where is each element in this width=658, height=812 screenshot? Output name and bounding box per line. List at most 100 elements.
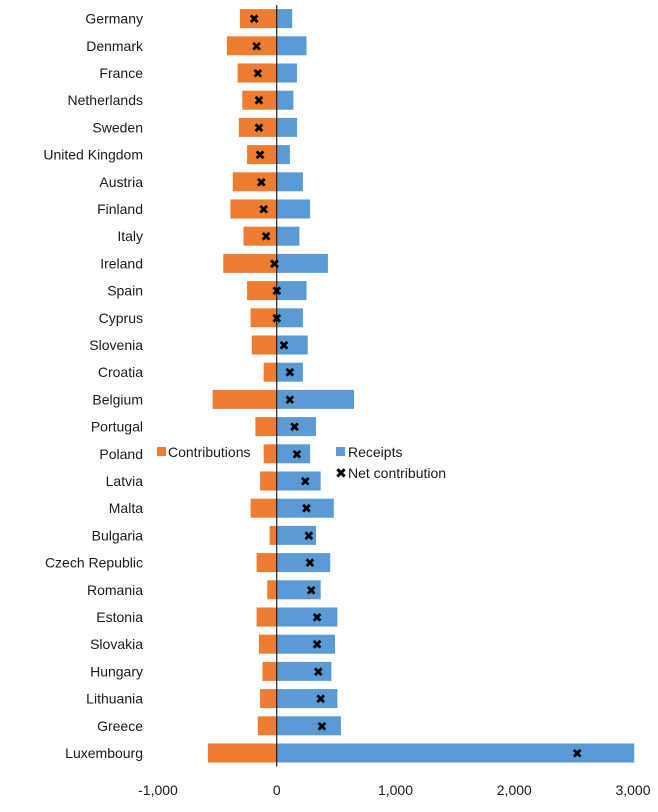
contribution-bar-sweden (238, 117, 277, 137)
category-label-poland: Poland (99, 446, 143, 462)
receipt-bar-finland (276, 199, 311, 219)
contribution-bar-czech-republic (256, 553, 277, 573)
category-label-sweden: Sweden (92, 119, 143, 135)
x-tick-label-4: 3,000 (615, 782, 650, 798)
net-marker-romania: ✖ (306, 584, 317, 599)
contribution-bar-germany (239, 9, 277, 29)
bars-layer (207, 9, 635, 763)
receipt-bar-slovakia (276, 634, 335, 654)
contribution-bar-latvia (260, 471, 277, 491)
contribution-bar-france (237, 63, 277, 83)
legend-label-receipts: Receipts (348, 444, 402, 460)
x-tick-label-1: 0 (273, 782, 281, 798)
net-marker-sweden: ✖ (253, 121, 264, 136)
net-marker-bulgaria: ✖ (303, 529, 314, 544)
receipt-bar-slovenia (276, 335, 308, 355)
contribution-bar-bulgaria (269, 525, 277, 545)
legend-marker-net: ✖ (335, 466, 347, 482)
category-label-france: France (99, 65, 143, 81)
legend: Contributions Receipts ✖ Net contributio… (157, 444, 446, 482)
net-marker-cyprus: ✖ (271, 312, 282, 327)
legend-label-contributions: Contributions (168, 444, 251, 460)
contribution-bar-ireland (223, 253, 277, 273)
receipt-bar-italy (276, 226, 300, 246)
receipt-bar-latvia (276, 471, 321, 491)
contribution-bar-poland (263, 444, 277, 464)
net-marker-united-kingdom: ✖ (255, 149, 266, 164)
contribution-bar-malta (250, 498, 277, 518)
net-marker-poland: ✖ (291, 448, 302, 463)
net-marker-ireland: ✖ (269, 257, 280, 272)
net-marker-italy: ✖ (261, 230, 272, 245)
category-label-luxembourg: Luxembourg (65, 745, 143, 761)
net-marker-spain: ✖ (271, 285, 282, 300)
category-label-finland: Finland (97, 201, 143, 217)
contribution-bar-netherlands (242, 90, 277, 110)
contribution-bar-belgium (212, 389, 277, 409)
legend-label-net: Net contribution (348, 465, 446, 481)
net-marker-finland: ✖ (258, 203, 269, 218)
receipt-bar-germany (276, 9, 293, 29)
category-label-spain: Spain (107, 283, 143, 299)
net-marker-hungary: ✖ (313, 665, 324, 680)
category-label-hungary: Hungary (90, 663, 143, 679)
contribution-bar-luxembourg (207, 743, 277, 763)
category-label-slovakia: Slovakia (90, 636, 143, 652)
legend-swatch-contributions (157, 447, 166, 456)
receipt-bar-cyprus (276, 308, 303, 328)
receipt-bar-sweden (276, 117, 297, 137)
contribution-bar-united-kingdom (247, 145, 277, 165)
x-tick-label-0: -1,000 (138, 782, 178, 798)
receipt-bar-france (276, 63, 297, 83)
receipt-bar-denmark (276, 36, 307, 56)
receipt-bar-romania (276, 580, 321, 600)
receipt-bar-austria (276, 172, 303, 192)
net-marker-czech-republic: ✖ (305, 557, 316, 572)
category-label-denmark: Denmark (86, 38, 144, 54)
contribution-bar-italy (243, 226, 277, 246)
category-label-netherlands: Netherlands (68, 92, 144, 108)
net-marker-latvia: ✖ (300, 475, 311, 490)
category-label-ireland: Ireland (100, 255, 143, 271)
receipt-bar-luxembourg (276, 743, 635, 763)
category-label-austria: Austria (99, 174, 143, 190)
x-tick-labels: -1,000 0 1,000 2,000 3,000 (138, 782, 651, 798)
net-marker-slovenia: ✖ (278, 339, 289, 354)
net-marker-netherlands: ✖ (253, 94, 264, 109)
receipt-bar-ireland (276, 253, 328, 273)
category-label-bulgaria: Bulgaria (92, 527, 144, 543)
category-label-czech-republic: Czech Republic (45, 555, 143, 571)
net-marker-austria: ✖ (256, 176, 267, 191)
net-marker-portugal: ✖ (289, 421, 300, 436)
contribution-bar-slovenia (251, 335, 277, 355)
contribution-bar-croatia (263, 362, 277, 382)
category-labels: Germany Denmark France Netherlands Sweden Uni… (43, 11, 144, 761)
receipt-bar-estonia (276, 607, 338, 627)
receipt-bar-greece (276, 716, 341, 736)
contribution-bar-estonia (256, 607, 277, 627)
category-label-greece: Greece (97, 718, 143, 734)
receipt-bar-czech-republic (276, 553, 331, 573)
receipt-bar-spain (276, 281, 307, 301)
net-marker-luxembourg: ✖ (572, 747, 583, 762)
category-label-croatia: Croatia (98, 364, 143, 380)
contribution-bar-hungary (262, 661, 277, 681)
receipt-bar-bulgaria (276, 525, 316, 545)
contribution-bar-greece (257, 716, 277, 736)
contribution-bar-denmark (226, 36, 277, 56)
receipt-bar-croatia (276, 362, 303, 382)
receipt-bar-netherlands (276, 90, 294, 110)
receipt-bar-hungary (276, 661, 332, 681)
x-tick-label-2: 1,000 (378, 782, 413, 798)
category-label-slovenia: Slovenia (89, 337, 143, 353)
category-label-estonia: Estonia (96, 609, 143, 625)
category-label-portugal: Portugal (91, 419, 143, 435)
category-label-lithuania: Lithuania (86, 691, 143, 707)
contribution-bar-romania (267, 580, 277, 600)
net-marker-malta: ✖ (301, 502, 312, 517)
contribution-bar-cyprus (250, 308, 277, 328)
net-marker-lithuania: ✖ (315, 693, 326, 708)
receipt-bar-belgium (276, 389, 354, 409)
net-marker-estonia: ✖ (312, 611, 323, 626)
